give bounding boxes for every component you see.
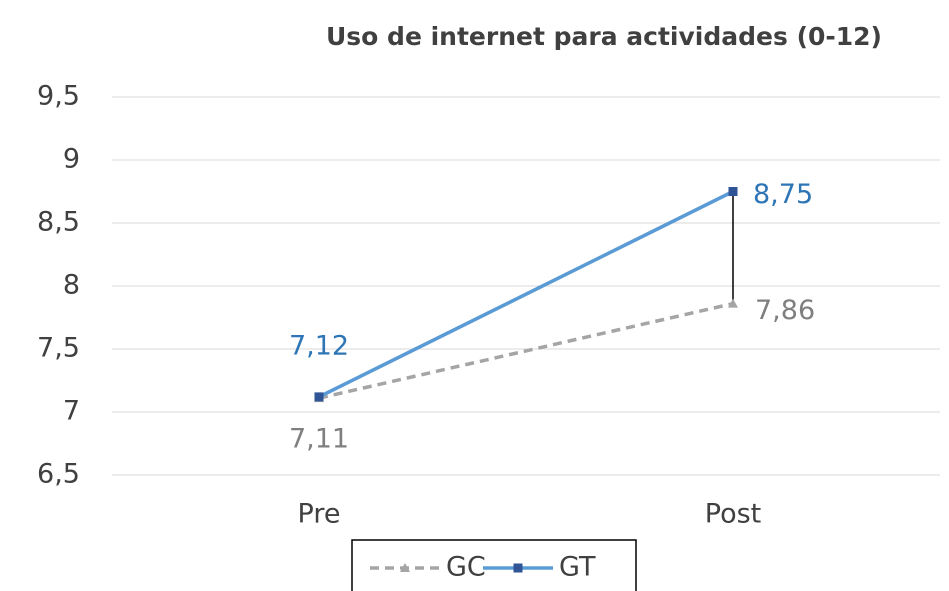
y-tick-label: 7,5 [37,333,80,364]
series-line [318,189,734,399]
legend-label: GC [446,552,486,583]
marker [314,392,324,402]
legend-marker [513,563,523,573]
y-tick-label: 7 [63,396,80,427]
chart-title: Uso de internet para actividades (0-12) [326,22,882,51]
data-label: 7,12 [289,330,349,361]
series-line [318,301,734,400]
x-tick-label: Post [705,499,762,530]
data-label: 7,86 [755,295,815,326]
legend-box [351,539,637,591]
y-tick-label: 9 [63,144,80,175]
y-tick-label: 8 [63,270,80,301]
marker [728,298,738,308]
y-tick-label: 8,5 [37,207,80,238]
legend-marker [400,563,410,572]
y-tick-label: 9,5 [37,81,80,112]
data-label: 7,11 [289,424,349,455]
data-label: 8,75 [753,179,813,210]
y-tick-label: 6,5 [37,459,80,490]
x-tick-label: Pre [298,499,341,530]
legend-label: GT [559,552,596,583]
marker [728,187,738,196]
